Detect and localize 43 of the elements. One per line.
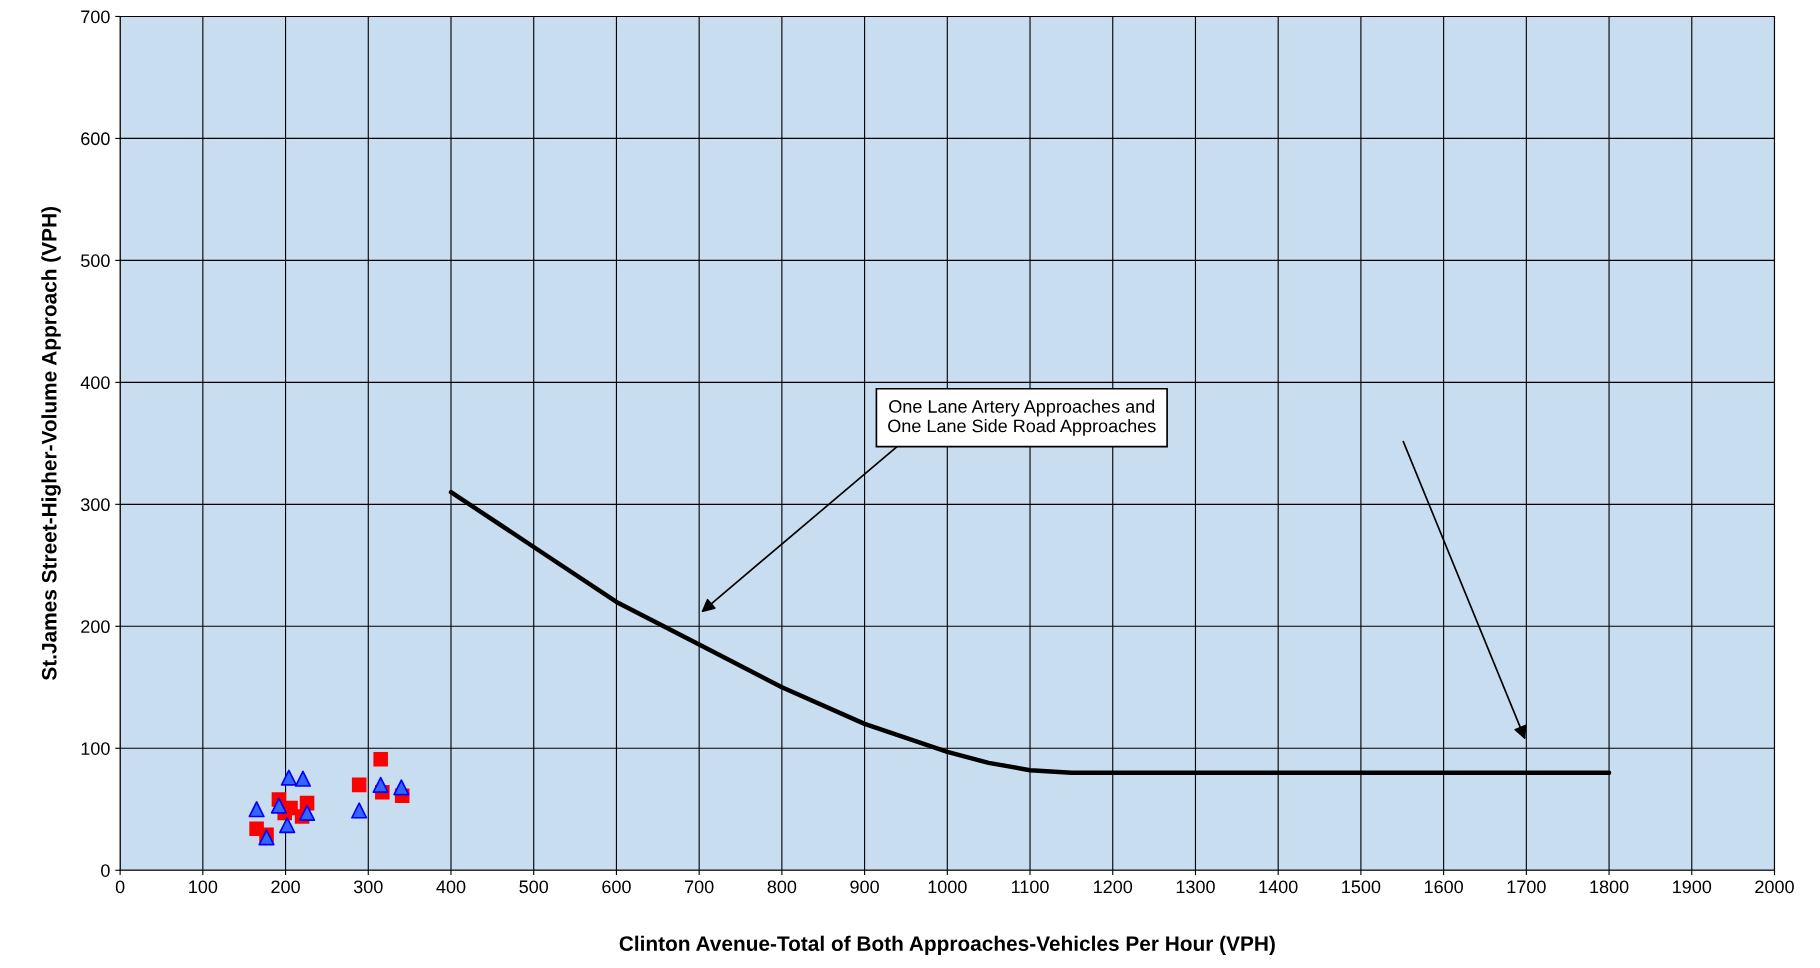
point <box>372 776 389 793</box>
x-tick-label: 2000 <box>1755 880 1794 894</box>
y-tick-label: 600 <box>81 132 110 146</box>
x-tick-label: 1800 <box>1590 880 1629 894</box>
y-axis-title: St.James Street-Higher-Volume Approach (VPH) <box>41 207 61 681</box>
point <box>294 770 312 787</box>
x-tick-label: 900 <box>850 880 879 894</box>
x-tick-label: 1100 <box>1011 880 1049 894</box>
y-tick-label: 0 <box>101 864 110 877</box>
point <box>351 802 368 819</box>
annotation: One Lane Artery Approaches and One Lane Side Road Approaches <box>888 399 1156 436</box>
y-tick-label: 700 <box>81 10 110 24</box>
x-tick-label: 1500 <box>1342 880 1381 894</box>
y-tick-label: 400 <box>80 376 110 390</box>
x-tick-label: 0 <box>115 880 125 894</box>
x-tick-label: 1600 <box>1424 880 1463 894</box>
x-tick-label: 1700 <box>1507 880 1546 894</box>
point <box>351 777 367 793</box>
y-tick-label: 300 <box>80 498 110 512</box>
y-tick-label: 100 <box>81 742 110 755</box>
point <box>248 801 265 818</box>
x-axis-title: Clinton Avenue-Total of Both Approaches-Vehicles Per Hour (VPH) <box>619 935 1275 956</box>
point <box>373 751 388 767</box>
point <box>279 816 296 834</box>
point <box>393 779 410 796</box>
x-tick-label: 700 <box>685 880 714 894</box>
y-tick-label: 500 <box>81 254 110 268</box>
x-tick-label: 800 <box>767 880 797 894</box>
point <box>280 769 297 786</box>
x-tick-label: 300 <box>353 880 383 894</box>
point <box>298 804 316 822</box>
x-tick-label: 1300 <box>1176 880 1215 894</box>
x-tick-label: 200 <box>271 880 300 894</box>
x-tick-label: 400 <box>436 880 466 894</box>
x-tick-label: 600 <box>602 880 631 894</box>
x-tick-label: 1900 <box>1673 880 1712 894</box>
x-tick-label: 1200 <box>1094 880 1133 894</box>
x-tick-label: 1000 <box>928 880 967 894</box>
y-tick-label: 200 <box>81 620 110 634</box>
x-tick-label: 1400 <box>1259 880 1298 894</box>
x-tick-label: 500 <box>519 880 549 894</box>
x-tick-label: 100 <box>189 880 218 894</box>
point <box>270 797 288 814</box>
